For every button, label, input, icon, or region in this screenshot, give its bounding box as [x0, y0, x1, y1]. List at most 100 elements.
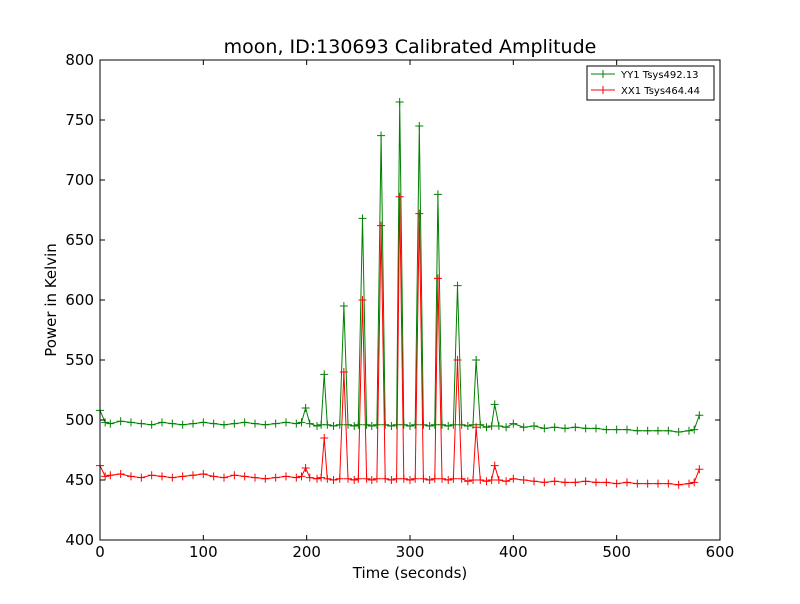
data-point [509, 419, 518, 428]
data-point [502, 477, 511, 486]
data-point [633, 479, 642, 488]
data-point [469, 476, 478, 484]
data-point [251, 419, 259, 428]
data-point [220, 420, 228, 429]
data-point [137, 419, 146, 428]
data-point [292, 419, 301, 428]
data-point [261, 420, 270, 429]
x-tick-label: 600 [706, 543, 735, 561]
data-point [297, 418, 306, 427]
data-point [230, 471, 239, 480]
data-point [354, 420, 363, 429]
data-point [271, 473, 280, 482]
data-point [411, 420, 420, 429]
data-point [415, 209, 424, 218]
data-point [297, 472, 306, 481]
data-point [323, 474, 332, 483]
data-point [664, 479, 673, 488]
data-point [509, 474, 518, 483]
data-point [581, 424, 590, 433]
x-tick-label: 500 [602, 543, 631, 561]
data-point [453, 281, 462, 290]
data-point [430, 474, 439, 483]
data-point [490, 400, 499, 409]
data-point [685, 426, 693, 435]
data-point [690, 478, 699, 487]
data-point [305, 419, 314, 428]
data-point [482, 477, 491, 486]
data-point [178, 420, 187, 429]
data-point [623, 425, 631, 434]
data-point [320, 434, 329, 442]
data-point [240, 418, 249, 427]
data-point [209, 419, 218, 428]
data-point [430, 420, 439, 429]
data-point [399, 474, 408, 483]
data-point [377, 221, 386, 230]
legend-label-xx1: XX1 Tsys464.44 [621, 86, 700, 97]
x-tick-label: 0 [95, 543, 105, 561]
data-point [664, 426, 673, 435]
data-point [209, 472, 218, 481]
data-point [158, 472, 166, 481]
data-point [101, 472, 110, 481]
data-point [411, 474, 420, 483]
data-point [350, 422, 359, 430]
data-point [602, 425, 611, 434]
data-point [323, 420, 332, 429]
y-tick-label: 600 [65, 291, 94, 309]
y-tick-label: 500 [65, 411, 94, 429]
data-point [406, 422, 414, 430]
data-point [282, 472, 290, 481]
data-point [372, 420, 381, 429]
data-point [433, 274, 442, 283]
data-point [358, 296, 367, 304]
data-point [415, 122, 424, 130]
data-point [367, 476, 376, 484]
data-point [490, 461, 499, 470]
data-point [317, 473, 326, 482]
data-point [502, 423, 511, 432]
x-tick-label: 200 [292, 543, 321, 561]
legend-marker-xx1 [599, 86, 607, 94]
data-point [425, 476, 434, 484]
data-point [433, 190, 442, 199]
data-point [354, 474, 363, 483]
x-axis-label: Time (seconds) [352, 564, 468, 582]
data-point [592, 478, 600, 487]
data-point [695, 411, 704, 420]
data-point [540, 478, 549, 487]
data-point [550, 423, 559, 432]
data-point [392, 420, 401, 429]
data-point [137, 473, 146, 482]
data-point [674, 480, 683, 489]
y-tick-label: 450 [65, 471, 94, 489]
data-point [320, 370, 329, 379]
x-tick-label: 300 [396, 543, 425, 561]
data-point [581, 477, 590, 486]
data-point [147, 471, 156, 480]
data-point [449, 420, 458, 429]
y-tick-label: 750 [65, 111, 94, 129]
data-point [387, 476, 396, 484]
data-point [168, 419, 177, 428]
data-point [654, 479, 662, 488]
data-point [476, 420, 485, 429]
data-point [406, 476, 414, 484]
y-tick-label: 700 [65, 171, 94, 189]
data-point [358, 214, 367, 223]
data-point [168, 473, 177, 482]
data-point [494, 476, 503, 484]
data-point [127, 418, 135, 427]
data-point [220, 473, 228, 482]
data-point [362, 420, 371, 429]
data-point [367, 422, 376, 430]
data-point [561, 478, 569, 487]
data-point [230, 419, 239, 428]
y-tick-label: 400 [65, 531, 94, 549]
data-point [387, 422, 396, 430]
data-point [344, 420, 352, 429]
data-point [313, 422, 321, 430]
data-point [381, 474, 390, 483]
